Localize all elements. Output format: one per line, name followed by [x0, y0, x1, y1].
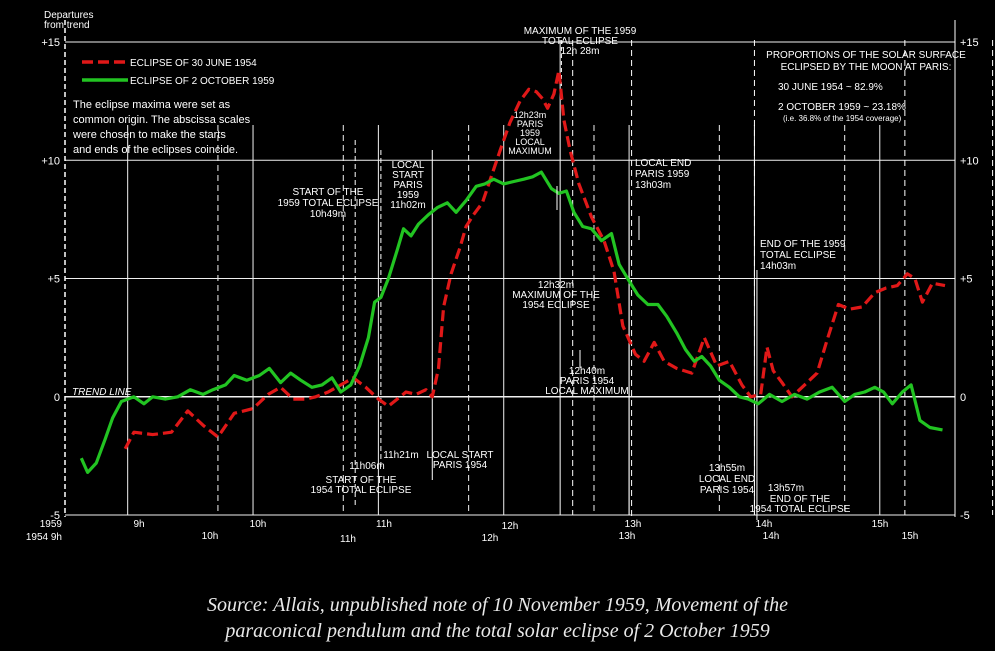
- annotation-11-line: PARIS 1954: [433, 460, 488, 471]
- annotation-7-line: 12h40m: [569, 366, 605, 377]
- x-axis-start-label-line: 1954 9h: [26, 532, 62, 543]
- annotation-8-line: 11h06m: [349, 461, 384, 472]
- y-tick-label-right: +10: [960, 155, 979, 167]
- annotation-1-line: 10h49m: [310, 209, 346, 220]
- annotation-13-line: 13h57m: [768, 483, 804, 494]
- annotation-6-line: 12h32m: [538, 280, 574, 291]
- annotation-3-line: 1959: [520, 128, 540, 138]
- proportions-heading: PROPORTIONS OF THE SOLAR SURFACE: [766, 50, 966, 61]
- x-tick-1959: 14h: [756, 519, 773, 530]
- event-marker-lines: [127, 40, 994, 520]
- series-line-1954: [123, 68, 946, 450]
- source-caption-line-1: Source: Allais, unpublished note of 10 N…: [206, 594, 788, 616]
- proportions-note: (i.e. 36.8% of the 1954 coverage): [783, 114, 902, 123]
- x-tick-1954: 13h: [619, 531, 636, 542]
- annotation-7-line: LOCAL MAXIMUM: [545, 386, 629, 397]
- annotation-1-line: START OF THE: [293, 187, 364, 198]
- trend-line-label: TREND LINE: [72, 387, 132, 398]
- y-tick-label-right: +5: [960, 274, 973, 286]
- series-layer: [79, 68, 946, 474]
- annotation-0-line: MAXIMUM OF THE 1959: [524, 26, 637, 37]
- annotation-12-line: LOCAL END: [699, 474, 755, 485]
- source-caption-line-2: paraconical pendulum and the total solar…: [225, 620, 770, 642]
- annotation-2-line: 11h02m: [390, 200, 425, 211]
- proportions-heading: ECLIPSED BY THE MOON AT PARIS:: [781, 62, 952, 73]
- chart-note-line: were chosen to make the starts: [72, 129, 226, 141]
- chart-background: [0, 0, 995, 575]
- y-tick-label-left: +5: [47, 274, 60, 286]
- x-tick-1954: 12h: [482, 533, 499, 544]
- y-tick-label-left: 0: [54, 392, 60, 404]
- chart-note-line: The eclipse maxima were set as: [73, 99, 231, 111]
- annotation-11-line: LOCAL START: [426, 450, 493, 461]
- annotation-5-line: END OF THE 1959: [760, 239, 846, 250]
- legend-label-1954: ECLIPSE OF 30 JUNE 1954: [130, 58, 257, 69]
- y-tick-label-left: +15: [41, 37, 60, 49]
- x-tick-1959: 10h: [250, 519, 267, 530]
- annotation-2-line: LOCAL: [392, 160, 425, 171]
- annotation-9-line: 1954 TOTAL ECLIPSE: [311, 485, 412, 496]
- annotation-1-line: 1959 TOTAL ECLIPSE: [278, 198, 379, 209]
- annotation-7-line: PARIS 1954: [560, 376, 615, 387]
- y-tick-label-right: +15: [960, 37, 979, 49]
- annotation-5-line: 14h03m: [760, 261, 796, 272]
- x-tick-1959: 11h: [376, 519, 392, 530]
- annotation-9-line: START OF THE: [326, 475, 397, 486]
- annotation-10-line: 11h21m: [383, 450, 418, 461]
- annotation-2-line: START: [392, 170, 424, 181]
- chart-note-line: and ends of the eclipses coincide.: [73, 144, 238, 156]
- x-tick-1954: 10h: [202, 531, 219, 542]
- y-tick-label-right: -5: [960, 510, 970, 522]
- gridlines: [64, 20, 956, 517]
- annotation-5-line: TOTAL ECLIPSE: [760, 250, 836, 261]
- annotation-4-line: 13h03m: [635, 180, 671, 191]
- y-tick-label-left: -5: [50, 510, 60, 522]
- x-tick-1959: 12h: [502, 521, 519, 532]
- annotation-4-line: LOCAL END: [635, 158, 691, 169]
- x-tick-1954: 15h: [902, 531, 919, 542]
- annotation-0-line: TOTAL ECLIPSE: [542, 36, 618, 47]
- annotation-12-line: PARIS 1954: [700, 485, 755, 496]
- y-tick-label-right: 0: [960, 392, 966, 404]
- x-axis-start-label-line: 1959: [40, 519, 63, 530]
- x-tick-1959: 13h: [625, 519, 642, 530]
- x-tick-1959: 9h: [133, 519, 144, 530]
- proportions-1954: 30 JUNE 1954 ~ 82.9%: [778, 82, 883, 93]
- legend-label-1959: ECLIPSE OF 2 OCTOBER 1959: [130, 76, 275, 87]
- annotation-3-line: LOCAL: [515, 137, 545, 147]
- x-tick-1959: 15h: [872, 519, 889, 530]
- proportions-1959: 2 OCTOBER 1959 ~ 23.18%: [778, 102, 906, 113]
- annotation-3-line: 12h23m: [514, 110, 547, 120]
- annotation-2-line: PARIS: [393, 180, 423, 191]
- annotation-3-line: PARIS: [517, 119, 543, 129]
- annotation-2-line: 1959: [397, 190, 420, 201]
- x-tick-1954: 11h: [340, 534, 356, 545]
- annotation-14-line: END OF THE: [770, 494, 831, 505]
- series-line-1959: [79, 170, 943, 474]
- annotation-14-line: 1954 TOTAL ECLIPSE: [750, 504, 851, 515]
- annotation-6-line: MAXIMUM OF THE: [512, 290, 600, 301]
- chart-note-line: common origin. The abscissa scales: [73, 114, 251, 126]
- y-axis-title-line: from trend: [44, 20, 90, 31]
- annotation-0-line: 12h 28m: [561, 46, 600, 57]
- annotation-6-line: 1954 ECLIPSE: [522, 300, 590, 311]
- y-tick-label-left: +10: [41, 155, 60, 167]
- annotation-12-line: 13h55m: [709, 463, 745, 474]
- x-tick-1954: 14h: [763, 531, 780, 542]
- y-axis-title-line: Departures: [44, 10, 93, 21]
- annotation-4-line: PARIS 1959: [635, 169, 690, 180]
- annotation-3-line: MAXIMUM: [508, 146, 552, 156]
